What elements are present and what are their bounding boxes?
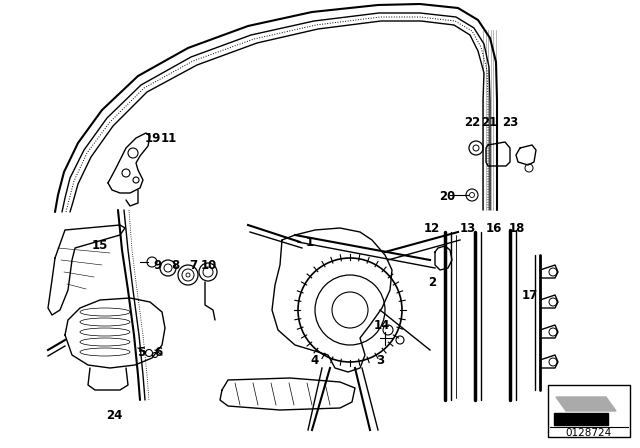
Text: 7: 7	[189, 258, 197, 271]
Text: 20: 20	[439, 190, 455, 202]
Text: 14: 14	[374, 319, 390, 332]
Text: 19: 19	[145, 132, 161, 145]
Text: 12: 12	[424, 221, 440, 234]
Text: 1: 1	[306, 236, 314, 249]
Polygon shape	[556, 397, 616, 411]
Polygon shape	[554, 413, 608, 425]
Text: 4: 4	[311, 353, 319, 366]
Text: 24: 24	[106, 409, 122, 422]
Text: 13: 13	[460, 221, 476, 234]
Text: 21: 21	[481, 116, 497, 129]
Text: 16: 16	[486, 221, 502, 234]
Text: 23: 23	[502, 116, 518, 129]
Text: 15: 15	[92, 238, 108, 251]
Text: 18: 18	[509, 221, 525, 234]
Text: 22: 22	[464, 116, 480, 129]
Text: 0128724: 0128724	[566, 428, 612, 438]
Text: 9: 9	[153, 258, 161, 271]
Text: 3: 3	[376, 353, 384, 366]
Text: 11: 11	[161, 132, 177, 145]
Text: 10: 10	[201, 258, 217, 271]
Text: 2: 2	[428, 276, 436, 289]
Text: 5: 5	[137, 345, 145, 358]
Text: 6: 6	[154, 345, 162, 358]
Text: 17: 17	[522, 289, 538, 302]
Bar	[548, 385, 630, 437]
Text: 8: 8	[171, 258, 179, 271]
